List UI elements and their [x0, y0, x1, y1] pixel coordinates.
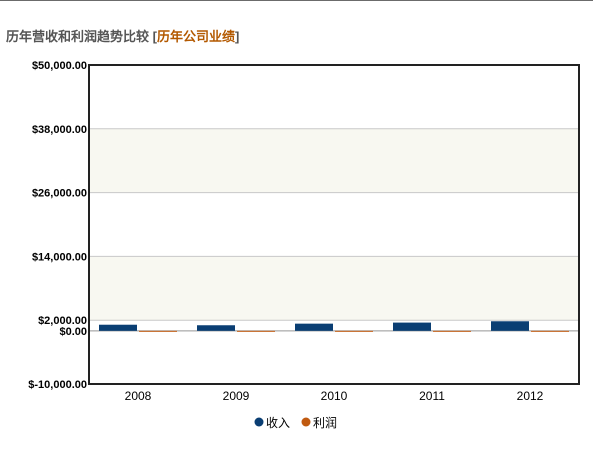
- plot-band: [89, 128, 579, 193]
- y-tick-label: $26,000.00: [32, 188, 87, 200]
- bar-income: [295, 323, 333, 331]
- legend-marker-income: [254, 417, 264, 427]
- y-tick-label: $38,000.00: [32, 124, 87, 136]
- bar-income: [197, 325, 235, 331]
- bar-profit: [139, 330, 177, 332]
- bar-income: [491, 321, 529, 331]
- bar-profit: [531, 330, 569, 332]
- y-tick-label: $0.00: [59, 326, 87, 338]
- x-tick-label: 2009: [223, 389, 250, 403]
- company-performance-link[interactable]: 历年公司业绩: [156, 29, 235, 44]
- y-tick-label: $50,000.00: [32, 60, 87, 72]
- x-tick-label: 2008: [125, 389, 152, 403]
- bar-profit: [335, 330, 373, 332]
- bar-profit: [433, 330, 471, 332]
- bracket-open: [: [152, 29, 157, 44]
- bar-profit: [237, 330, 275, 332]
- x-tick-label: 2012: [517, 389, 544, 403]
- y-tick-label: $14,000.00: [32, 251, 87, 263]
- top-divider: [0, 0, 593, 1]
- y-tick-label: $2,000.00: [38, 315, 87, 327]
- bar-income: [393, 322, 431, 331]
- bar-income: [99, 324, 137, 331]
- chart-title: 历年营收和利润趋势比较: [6, 29, 150, 44]
- bracket-close: ]: [235, 29, 240, 44]
- legend-label-income: 收入: [266, 416, 290, 430]
- plot-background: [89, 65, 579, 384]
- legend-marker-profit: [301, 417, 311, 427]
- legend-label-profit: 利润: [313, 416, 337, 430]
- y-tick-label: $-10,000.00: [28, 379, 87, 391]
- x-tick-label: 2011: [419, 389, 445, 403]
- plot-band: [89, 256, 579, 321]
- plot-border: [88, 64, 580, 385]
- x-tick-label: 2010: [321, 389, 348, 403]
- chart-header: 历年营收和利润趋势比较 [历年公司业绩]: [6, 26, 239, 45]
